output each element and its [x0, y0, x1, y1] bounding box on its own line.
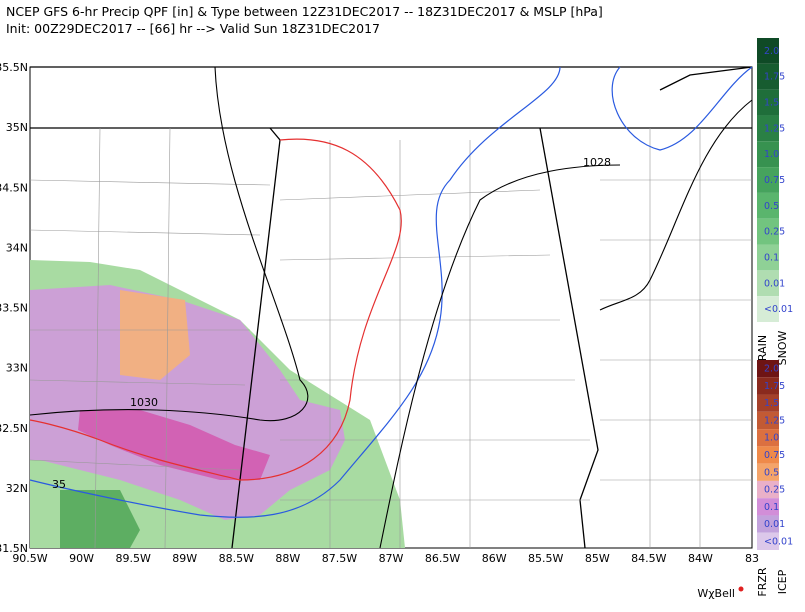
colorbar-swatch — [757, 377, 779, 395]
colorbar-label: 1.75 — [764, 381, 785, 392]
latitude-label: 32N — [6, 482, 28, 495]
colorbar-label: 2.0 — [764, 364, 779, 375]
longitude-label: 83 — [745, 552, 759, 565]
colorbar-label: 0.5 — [764, 201, 779, 212]
precip-type-label: SNOW — [776, 331, 789, 366]
colorbar-label: 1.25 — [764, 415, 785, 426]
colorbar-swatch — [757, 192, 779, 219]
map: 1028 1030 35 — [29, 66, 753, 549]
colorbar-swatch — [757, 89, 779, 116]
precip-type-label: FRZR — [756, 567, 769, 597]
longitude-label: 86W — [482, 552, 507, 565]
longitude-label: 84.5W — [631, 552, 666, 565]
longitude-label: 89W — [172, 552, 197, 565]
colorbar-swatch — [757, 480, 779, 499]
colorbar-label: 0.1 — [764, 252, 779, 263]
precip-type-label: ICEP — [776, 569, 789, 594]
latitude-label: 31.5N — [0, 542, 28, 555]
colorbar-label: <0.01 — [764, 536, 793, 547]
colorbar-label: 0.5 — [764, 467, 779, 478]
axis-labels: 35.5N 35N 34.5N 34N 33.5N 33N 32.5N 32N 31.5N90.… — [0, 61, 759, 565]
latitude-label: 33.5N — [0, 302, 28, 315]
longitude-label: 86.5W — [425, 552, 460, 565]
latitude-label: 32.5N — [0, 422, 28, 435]
colorbar-label: 0.75 — [764, 175, 785, 186]
longitude-label: 90.5W — [12, 552, 47, 565]
colorbars: 2.0 1.75 1.5 1.25 1.0 0.75 0.5 0.25 0.1 0.01 <0.01… — [756, 38, 793, 597]
header-line: Init: 00Z29DEC2017 -- [66] hr --> Valid … — [6, 21, 380, 36]
colorbar-swatch — [757, 296, 779, 322]
colorbar-swatch — [757, 394, 779, 412]
longitude-label: 88W — [275, 552, 300, 565]
longitude-label: 87W — [379, 552, 404, 565]
longitude-label: 90W — [69, 552, 94, 565]
longitude-label: 85W — [585, 552, 610, 565]
freezing-rain-area — [120, 290, 190, 380]
colorbar-label: 0.25 — [764, 227, 785, 238]
colorbar-label: 1.25 — [764, 123, 785, 134]
latitude-label: 33N — [6, 362, 28, 375]
colorbar-swatch — [757, 463, 779, 481]
ice-pellet-heavy-area — [78, 410, 270, 480]
logo-dot — [738, 586, 744, 592]
longitude-label: 88.5W — [219, 552, 254, 565]
colorbar-swatch — [757, 515, 779, 533]
colorbar-swatch — [757, 141, 779, 168]
contour-label: 1028 — [583, 156, 611, 169]
latitude-label: 34.5N — [0, 181, 28, 194]
colorbar-swatch — [757, 360, 779, 378]
latitude-label: 34N — [6, 241, 28, 254]
colorbar-label: 0.75 — [764, 450, 785, 461]
longitude-label: 87.5W — [322, 552, 357, 565]
latitude-label: 35.5N — [0, 61, 28, 74]
colorbar-label: 0.01 — [764, 519, 785, 530]
rain-heavy-area — [60, 490, 140, 548]
colorbar-swatch — [757, 167, 779, 193]
colorbar-swatch — [757, 244, 779, 271]
colorbar-swatch — [757, 63, 779, 90]
colorbar-label: 1.5 — [764, 398, 779, 409]
colorbar-label: 1.0 — [764, 149, 779, 160]
colorbar-label: <0.01 — [764, 304, 793, 315]
colorbar-swatch — [757, 532, 779, 550]
colorbar-label: 0.1 — [764, 502, 779, 513]
colorbar-swatch — [757, 429, 779, 447]
longitude-label: 89.5W — [115, 552, 150, 565]
colorbar-swatch — [757, 411, 779, 430]
colorbar-swatch — [757, 446, 779, 464]
colorbar-label: 0.01 — [764, 278, 785, 289]
logo: WχBell — [697, 587, 735, 600]
colorbar-swatch — [757, 115, 779, 142]
colorbar-swatch — [757, 38, 779, 64]
longitude-label: 85.5W — [528, 552, 563, 565]
precip-type-label: RAIN — [756, 335, 769, 361]
colorbar-label: 1.75 — [764, 72, 785, 83]
contour-label: 1030 — [130, 396, 158, 409]
header-line: NCEP GFS 6-hr Precip QPF [in] & Type bet… — [6, 4, 603, 19]
latitude-label: 35N — [6, 121, 28, 134]
colorbar-label: 0.25 — [764, 485, 785, 496]
colorbar-label: 1.0 — [764, 433, 779, 444]
colorbar-swatch — [757, 218, 779, 245]
colorbar-swatch — [757, 270, 779, 297]
colorbar-label: 2.0 — [764, 46, 779, 57]
colorbar-swatch — [757, 498, 779, 516]
contour-label: 35 — [52, 478, 66, 491]
colorbar-label: 1.5 — [764, 98, 779, 109]
longitude-label: 84W — [688, 552, 713, 565]
